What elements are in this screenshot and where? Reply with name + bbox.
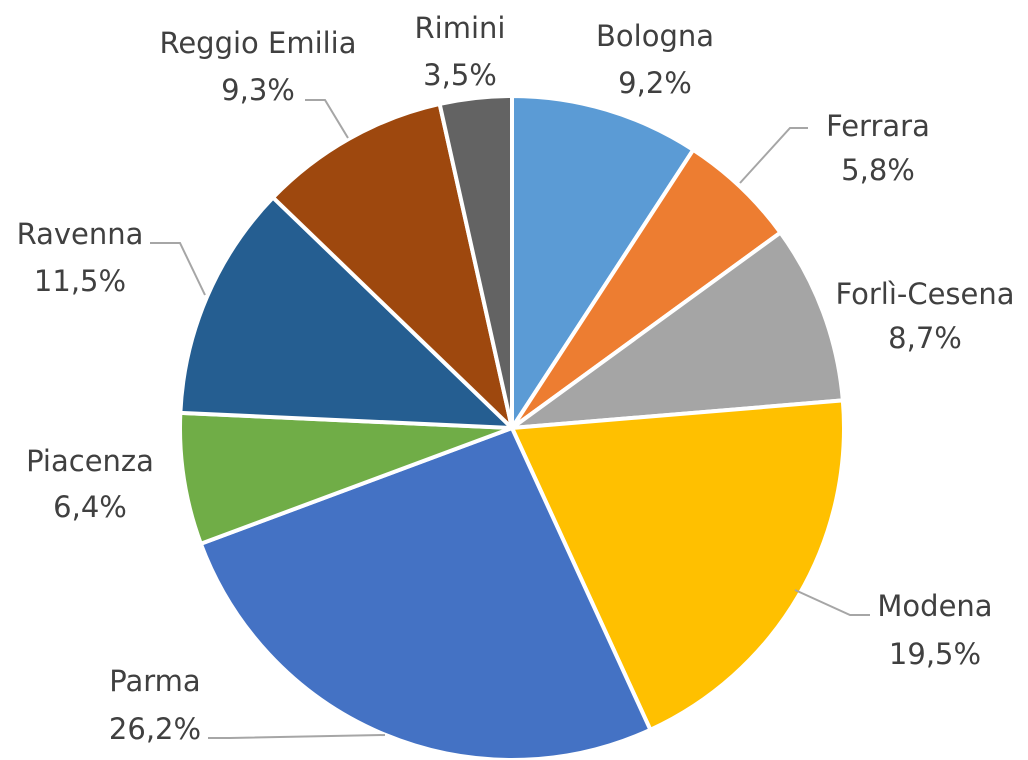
pie-slice: [510, 398, 846, 732]
pie-slice: [178, 195, 514, 430]
slice-value-label: 9,2%: [618, 66, 692, 100]
slice-label: Parma: [109, 664, 200, 698]
slice-label: Piacenza: [26, 444, 154, 478]
slice-value-label: 9,3%: [221, 73, 295, 107]
pie-slice: [510, 230, 845, 430]
slice-label: Forlì-Cesena: [835, 277, 1014, 311]
slice-value-label: 5,8%: [841, 153, 915, 187]
slice-value-label: 8,7%: [888, 321, 962, 355]
pie-slice: [510, 94, 696, 430]
slice-label: Reggio Emilia: [159, 26, 356, 60]
slice-value-label: 26,2%: [109, 712, 201, 746]
slice-label: Ravenna: [17, 217, 144, 251]
slice-label: Modena: [877, 589, 992, 623]
pie-slice: [198, 426, 653, 760]
slice-label: Bologna: [596, 19, 714, 53]
slice-label: Ferrara: [826, 109, 930, 143]
slice-value-label: 11,5%: [34, 264, 126, 298]
slice-label: Rimini: [415, 11, 506, 45]
leader-line: [150, 242, 206, 296]
pie-slice: [178, 410, 514, 546]
slice-value-label: 3,5%: [423, 58, 497, 92]
slice-value-label: 6,4%: [53, 490, 127, 524]
pie-slice: [437, 94, 514, 430]
slice-value-label: 19,5%: [889, 637, 981, 671]
leader-line: [794, 589, 870, 616]
leader-line: [305, 99, 349, 139]
leader-line: [739, 127, 808, 184]
pie-slice: [271, 101, 514, 430]
leader-line: [208, 734, 386, 739]
